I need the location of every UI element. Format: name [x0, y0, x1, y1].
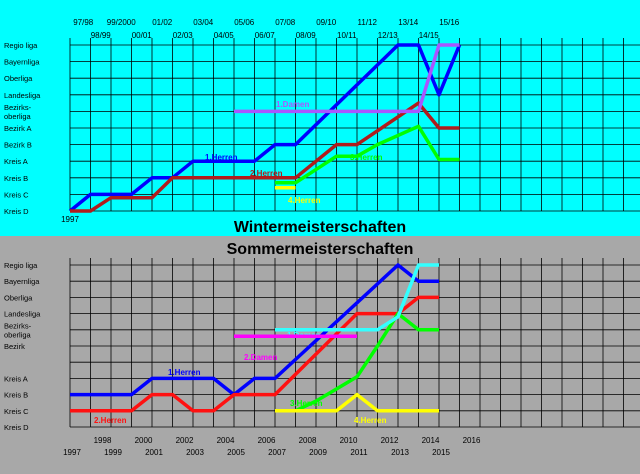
level-label: Kreis B — [4, 174, 28, 183]
season-label-top: 07/08 — [275, 18, 296, 27]
year-label-top: 2004 — [217, 436, 235, 445]
summer-series-label: 2.Damen — [244, 353, 277, 362]
summer-series-line-1damen — [275, 263, 439, 332]
level-label: Kreis C — [4, 190, 29, 199]
year-label-bottom: 2007 — [268, 448, 286, 457]
summer-series-line-4herren — [275, 392, 439, 413]
season-label-bottom: 14/15 — [419, 31, 440, 40]
level-label: Oberliga — [4, 293, 33, 302]
season-label-top: 05/06 — [234, 18, 255, 27]
season-label-bottom: 04/05 — [214, 31, 235, 40]
year-label-bottom: 2013 — [391, 448, 409, 457]
level-label: Regio liga — [4, 261, 38, 270]
level-label: Kreis D — [4, 207, 29, 216]
season-label-top: 03/04 — [193, 18, 214, 27]
winter-title: Wintermeisterschaften — [234, 219, 406, 236]
year-label-bottom: 1997 — [63, 448, 81, 457]
level-label: Regio liga — [4, 41, 38, 50]
season-label-top: 13/14 — [398, 18, 419, 27]
season-label-bottom: 08/09 — [296, 31, 317, 40]
winter-series-label: 2.Herren — [250, 169, 283, 178]
level-label: Bezirk B — [4, 141, 32, 150]
winter-series-label: 3.Herren — [350, 153, 383, 162]
year-label-top: 2010 — [340, 436, 358, 445]
summer-series-label: 4.Herren — [354, 416, 387, 425]
season-label-bottom: 02/03 — [173, 31, 194, 40]
season-label-top: 01/02 — [152, 18, 173, 27]
summer-series-label: 3.Herren — [290, 399, 323, 408]
year-label-bottom: 2015 — [432, 448, 450, 457]
winter-series-label: 1.Herren — [205, 153, 238, 162]
level-label: Bayernliga — [4, 58, 40, 67]
year-label-top: 1998 — [94, 436, 112, 445]
winter-background — [0, 0, 640, 236]
winter-series-label: 4.Herren — [288, 196, 321, 205]
season-label-top: 99/2000 — [107, 18, 136, 27]
season-label-top: 15/16 — [439, 18, 460, 27]
winter-series-line-1herren — [68, 43, 462, 213]
winter-series-label: 1.Damen — [276, 100, 309, 109]
year-label-top: 2012 — [381, 436, 399, 445]
level-label: Landesliga — [4, 91, 41, 100]
season-label-bottom: 06/07 — [255, 31, 276, 40]
level-label: Kreis B — [4, 391, 28, 400]
level-label: Bayernliga — [4, 277, 40, 286]
level-label: Kreis C — [4, 407, 29, 416]
season-label-top: 97/98 — [73, 18, 94, 27]
year-label-bottom: 2011 — [350, 448, 368, 457]
year-label-top: 2006 — [258, 436, 276, 445]
season-label-bottom: 12/13 — [378, 31, 399, 40]
winter-series-line-1damen — [234, 43, 460, 114]
year-label-top: 2016 — [463, 436, 481, 445]
season-label-bottom: 00/01 — [132, 31, 153, 40]
summer-series-line-1herren — [70, 263, 439, 397]
year-label-top: 2014 — [422, 436, 440, 445]
level-label: Kreis D — [4, 423, 29, 432]
winter-series-line-2herren — [70, 101, 460, 213]
season-label-top: 11/12 — [358, 18, 378, 27]
season-label-bottom: 10/11 — [337, 31, 357, 40]
year-label: 1997 — [61, 215, 79, 224]
level-label: Bezirks-oberliga — [4, 321, 32, 339]
season-label-bottom: 98/99 — [91, 31, 112, 40]
year-label-bottom: 1999 — [104, 448, 122, 457]
level-label: Bezirks-oberliga — [4, 103, 32, 121]
year-label-top: 2000 — [135, 436, 153, 445]
level-label: Kreis A — [4, 374, 28, 383]
summer-series-label: 1.Herren — [168, 368, 201, 377]
level-label: Landesliga — [4, 310, 41, 319]
year-label-bottom: 2005 — [227, 448, 245, 457]
year-label-bottom: 2001 — [145, 448, 163, 457]
level-label: Kreis A — [4, 157, 28, 166]
level-label: Oberliga — [4, 74, 33, 83]
level-label: Bezirk A — [4, 124, 32, 133]
winter-series-line-3herren — [275, 124, 460, 185]
season-label-top: 09/10 — [316, 18, 337, 27]
summer-title: Sommermeisterschaften — [227, 241, 414, 258]
year-label-top: 2002 — [176, 436, 194, 445]
summer-series-label: 2.Herren — [94, 416, 127, 425]
year-label-top: 2008 — [299, 436, 317, 445]
year-label-bottom: 2009 — [309, 448, 327, 457]
summer-background — [0, 236, 640, 474]
year-label-bottom: 2003 — [186, 448, 204, 457]
level-label: Bezirk — [4, 342, 25, 351]
